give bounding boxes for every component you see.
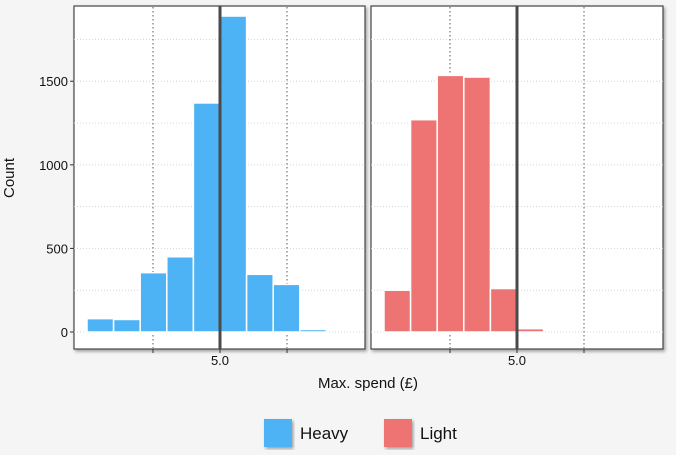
- bar-heavy: [166, 256, 195, 333]
- y-tick-label: 500: [46, 241, 68, 256]
- bar-light: [436, 74, 465, 333]
- bar-light: [516, 327, 545, 333]
- bar-light: [409, 118, 438, 333]
- legend-swatch-light: [384, 419, 412, 447]
- y-tick-label: 0: [61, 325, 68, 340]
- bar-heavy: [192, 102, 221, 333]
- legend-label-light: Light: [420, 424, 457, 443]
- y-tick-label: 1500: [39, 74, 68, 89]
- bar-light: [489, 287, 518, 333]
- legend: Heavy Light: [264, 419, 457, 447]
- bar-light: [463, 76, 492, 333]
- y-tick-labels: 0 500 1000 1500: [39, 74, 74, 340]
- reference-lines: [218, 6, 519, 349]
- legend-label-heavy: Heavy: [300, 424, 349, 443]
- bars: [86, 15, 545, 333]
- bar-heavy: [86, 317, 115, 333]
- bar-heavy: [272, 283, 301, 333]
- bar-heavy: [139, 271, 168, 333]
- x-tick-label-heavy: 5.0: [211, 353, 229, 368]
- bar-heavy: [299, 328, 328, 333]
- bar-heavy: [245, 273, 274, 333]
- y-axis-title: Count: [1, 157, 18, 198]
- x-axis-title: Max. spend (£): [318, 375, 418, 392]
- legend-swatch-heavy: [264, 419, 292, 447]
- bar-heavy: [112, 318, 141, 333]
- x-tick-label-light: 5.0: [508, 353, 526, 368]
- y-tick-label: 1000: [39, 158, 68, 173]
- bar-light: [383, 289, 412, 333]
- bar-heavy: [219, 15, 248, 333]
